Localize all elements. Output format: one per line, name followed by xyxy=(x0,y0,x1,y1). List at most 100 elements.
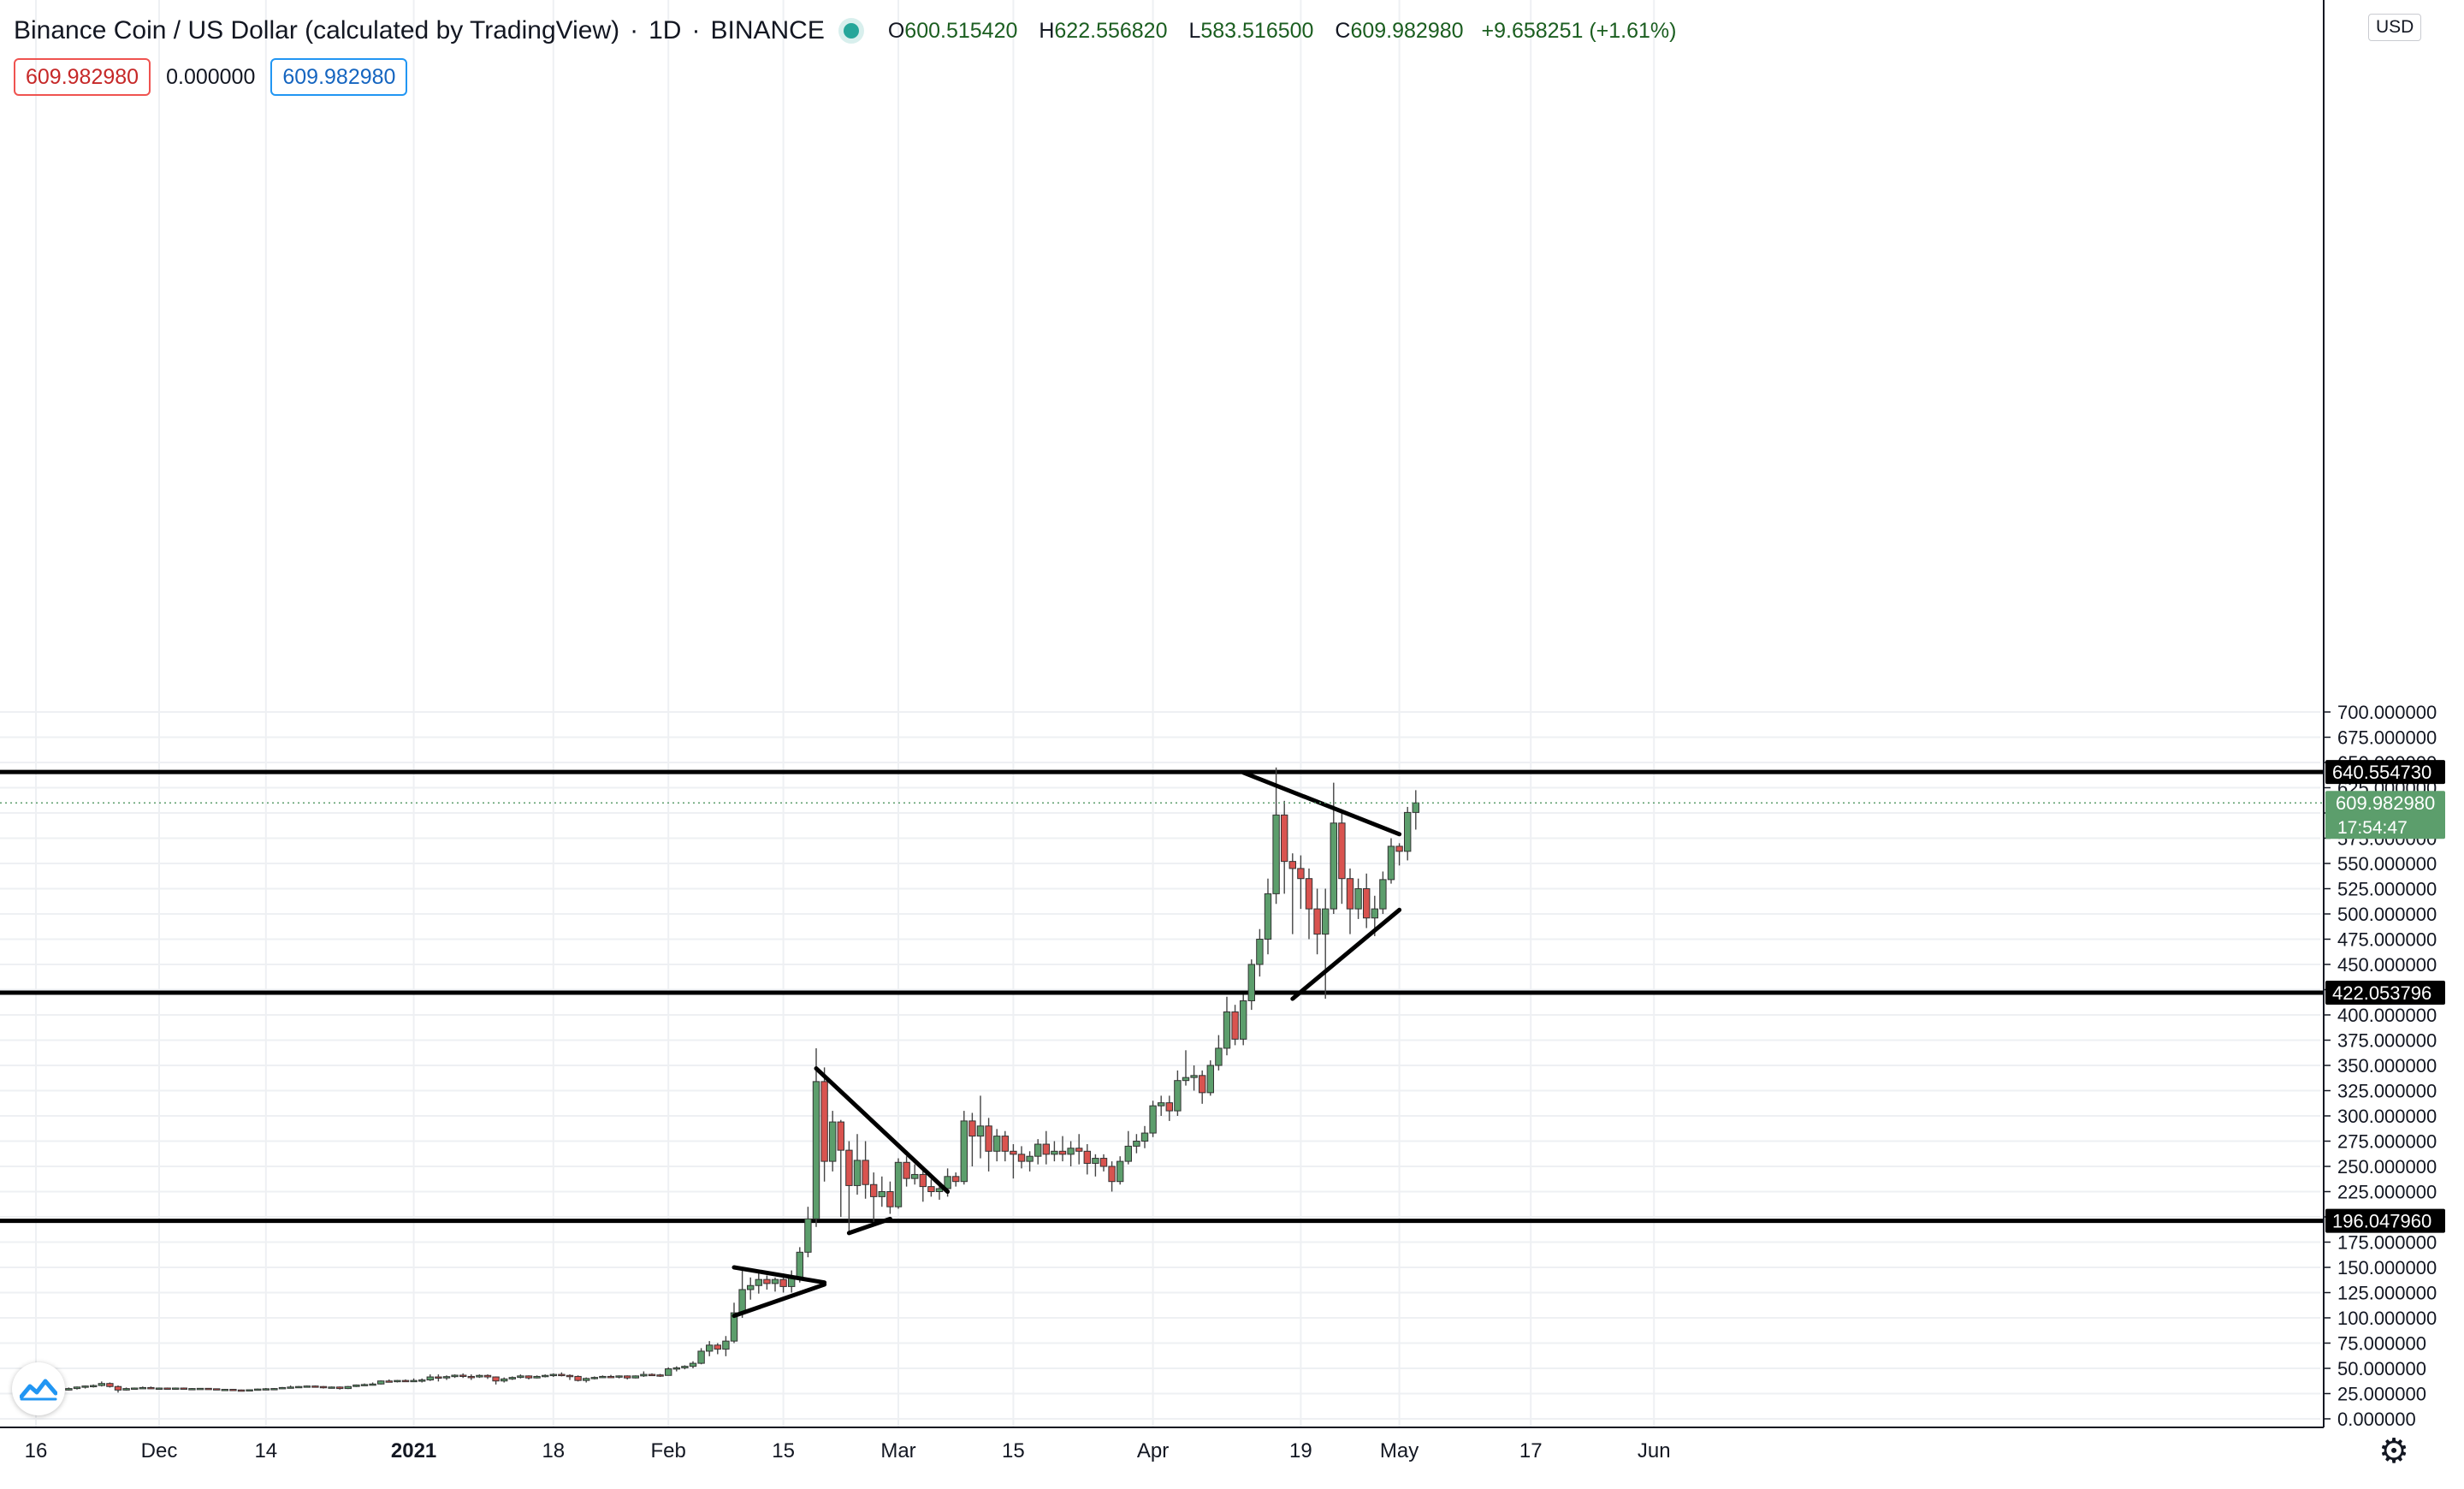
candle-body xyxy=(927,1186,935,1192)
candle-body xyxy=(426,1376,435,1381)
candle-body xyxy=(1354,888,1362,910)
time-axis[interactable]: 16 Dec 14 2021 18 Feb 15 Mar 15 Apr 19 May 17 Jun xyxy=(0,1427,2324,1462)
candle-body xyxy=(394,1379,401,1383)
buy-sell-panel: 609.982980 0.000000 609.982980 xyxy=(14,58,408,96)
price-tick-label: 325.000000 xyxy=(2337,1081,2437,1102)
trendline xyxy=(1290,907,1402,1001)
countdown-label: 17:54:47 xyxy=(2337,818,2408,838)
candle-body xyxy=(1379,879,1387,910)
candle-body xyxy=(911,1173,919,1179)
candle-body xyxy=(542,1374,549,1378)
candle-body xyxy=(1099,1158,1108,1167)
gear-icon[interactable]: ⚙ xyxy=(2378,1433,2409,1470)
time-tick-label: Apr xyxy=(1137,1439,1169,1462)
candle-body xyxy=(631,1375,639,1379)
candle-body xyxy=(1092,1158,1099,1164)
candle-body xyxy=(640,1373,648,1377)
time-tick-label: 17 xyxy=(1519,1439,1543,1462)
candle-body xyxy=(1124,1145,1132,1162)
candle-body xyxy=(451,1374,459,1378)
candle-body xyxy=(377,1380,385,1385)
time-tick-label: 19 xyxy=(1289,1439,1312,1462)
candle-body xyxy=(1387,845,1395,881)
candle-body xyxy=(845,1149,853,1186)
market-status-dot-icon[interactable] xyxy=(843,23,859,39)
candle-body xyxy=(1264,893,1272,940)
trendline xyxy=(814,1066,951,1194)
candle-body xyxy=(1338,822,1346,880)
tradingview-logo-icon[interactable] xyxy=(12,1362,65,1415)
candle-body xyxy=(492,1376,500,1382)
time-tick-label: Jun xyxy=(1638,1439,1671,1462)
candle-body xyxy=(738,1289,746,1314)
time-tick-label: 15 xyxy=(772,1439,795,1462)
level-price-label-bg xyxy=(2325,760,2445,785)
candle-body xyxy=(319,1385,328,1389)
candle-body xyxy=(1067,1148,1075,1155)
candle-body xyxy=(1223,1011,1231,1049)
candle-body xyxy=(615,1375,623,1378)
candle-body xyxy=(1305,878,1313,910)
trendlines xyxy=(732,770,1402,1319)
candle-body xyxy=(771,1278,779,1284)
candle-body xyxy=(1288,861,1296,869)
candle-body xyxy=(599,1375,607,1379)
candle-body xyxy=(886,1191,894,1207)
candle-body xyxy=(1404,811,1412,852)
candle-body xyxy=(607,1375,615,1379)
candle-body xyxy=(81,1385,89,1388)
candle-body xyxy=(147,1386,155,1390)
candle-body xyxy=(295,1385,303,1389)
candle-body xyxy=(993,1136,1001,1152)
candle-body xyxy=(483,1374,492,1378)
candle-body xyxy=(1297,868,1305,880)
candle-body xyxy=(870,1183,878,1197)
price-tick-label: 275.000000 xyxy=(2337,1131,2437,1153)
candle-body xyxy=(1017,1154,1026,1162)
candle-body xyxy=(1158,1102,1165,1106)
candle-body xyxy=(360,1384,369,1386)
candle-body xyxy=(812,1081,820,1219)
candle-body xyxy=(1165,1102,1173,1112)
high-value: 622.556820 xyxy=(1054,18,1168,43)
candle-body xyxy=(1330,822,1337,910)
candle-body xyxy=(1272,814,1280,894)
price-tick-label: 225.000000 xyxy=(2337,1182,2437,1203)
candle-body xyxy=(188,1388,196,1391)
time-tick-label: Feb xyxy=(651,1439,686,1462)
candle-body xyxy=(1026,1155,1034,1162)
candle-body xyxy=(878,1191,886,1197)
candle-body xyxy=(1190,1075,1198,1078)
candle-body xyxy=(508,1377,516,1379)
candle-body xyxy=(476,1374,483,1378)
buy-button[interactable]: 609.982980 xyxy=(270,58,408,96)
trendline xyxy=(732,1265,827,1285)
candle-body xyxy=(65,1388,73,1391)
candle-body xyxy=(106,1383,114,1387)
candle-body xyxy=(1206,1065,1214,1094)
price-axis-labels: 640.554730 422.053796 196.047960 609.982980… xyxy=(2325,760,2445,1233)
candle-body xyxy=(1313,908,1321,935)
candle-body xyxy=(1346,878,1354,910)
candle-body xyxy=(98,1383,105,1386)
candle-body xyxy=(566,1374,574,1378)
candle-body xyxy=(352,1384,360,1387)
symbol-title[interactable]: Binance Coin / US Dollar (calculated by … xyxy=(14,16,620,44)
time-tick-label: Dec xyxy=(141,1439,178,1462)
candle-body xyxy=(385,1380,394,1383)
level-price-label-bg xyxy=(2325,1208,2445,1233)
candle-body xyxy=(336,1386,344,1390)
candle-body xyxy=(747,1284,755,1290)
candle-body xyxy=(796,1251,803,1278)
candle-body xyxy=(213,1388,221,1391)
candle-body xyxy=(590,1377,598,1379)
currency-button[interactable]: USD xyxy=(2368,14,2422,41)
price-tick-label: 375.000000 xyxy=(2337,1030,2437,1052)
time-tick-label: 16 xyxy=(25,1439,48,1462)
interval-label[interactable]: 1D xyxy=(649,16,682,44)
level-price-label: 196.047960 xyxy=(2332,1211,2431,1232)
price-tick-label: 175.000000 xyxy=(2337,1232,2437,1254)
price-tick-label: 25.000000 xyxy=(2337,1384,2426,1405)
sell-button[interactable]: 609.982980 xyxy=(14,58,151,96)
